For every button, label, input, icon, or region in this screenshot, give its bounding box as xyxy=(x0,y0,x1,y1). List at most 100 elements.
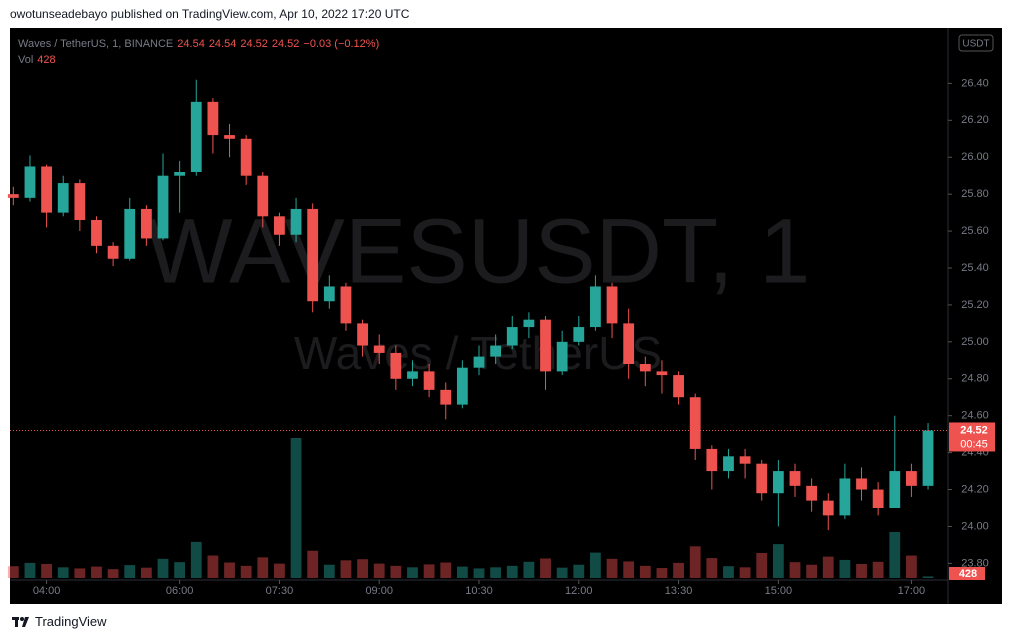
currency-label[interactable]: USDT xyxy=(962,39,989,50)
y-tick-label: 23.80 xyxy=(961,557,989,569)
volume-bar xyxy=(157,558,169,578)
y-tick-label: 26.40 xyxy=(961,77,989,89)
candle-body xyxy=(57,183,69,213)
volume-bar xyxy=(323,564,335,578)
volume-bar xyxy=(7,566,19,578)
x-tick-label: 04:00 xyxy=(33,585,61,597)
candle-body xyxy=(207,101,219,136)
candle-body xyxy=(656,371,668,376)
candle-body xyxy=(606,286,618,324)
candle-body xyxy=(373,345,385,353)
volume-bar xyxy=(772,544,784,578)
candle-body xyxy=(889,471,901,508)
candle-body xyxy=(340,286,352,324)
volume-bar xyxy=(24,562,36,578)
candle-body xyxy=(806,485,818,501)
volume-bar xyxy=(224,562,235,578)
candle-body xyxy=(723,456,734,472)
y-tick-label: 25.20 xyxy=(961,299,989,311)
volume-bar xyxy=(889,531,901,578)
volume-bar xyxy=(274,563,285,578)
volume-bar xyxy=(390,565,402,578)
low: 24.52 xyxy=(240,38,268,50)
volume-bar xyxy=(606,558,618,578)
candle-body xyxy=(623,323,635,364)
volume-bar xyxy=(373,563,385,578)
x-tick-label: 17:00 xyxy=(898,585,926,597)
volume-bar xyxy=(490,567,502,578)
candle-body xyxy=(706,448,718,472)
watermark-symbol: WAVESUSDT, 1 xyxy=(146,200,811,302)
volume-bar xyxy=(922,576,934,578)
close: 24.52 xyxy=(271,38,300,50)
volume-bar xyxy=(257,557,269,578)
candle-body xyxy=(872,489,884,508)
y-tick-label: 26.00 xyxy=(961,151,989,163)
candle-body xyxy=(573,327,585,342)
volume-bar xyxy=(906,555,917,578)
candle-body xyxy=(307,208,319,302)
volume-bar xyxy=(656,568,668,578)
y-tick-label: 25.00 xyxy=(961,336,989,348)
candle-body xyxy=(124,208,136,259)
last-price-box xyxy=(949,422,995,452)
candle-body xyxy=(107,245,119,259)
candle-body xyxy=(673,375,684,398)
candle-body xyxy=(274,216,285,235)
candle-body xyxy=(174,172,186,176)
volume-bar xyxy=(290,438,302,578)
candle-body xyxy=(323,286,335,302)
high: 24.54 xyxy=(208,38,237,50)
candle-body xyxy=(922,430,934,486)
x-tick-label: 06:00 xyxy=(166,585,194,597)
x-tick-label: 10:30 xyxy=(465,585,493,597)
candle-body xyxy=(639,364,651,372)
candle-body xyxy=(390,352,402,379)
candle-body xyxy=(689,397,701,449)
chart-background xyxy=(10,28,1002,604)
volume-bar xyxy=(91,566,102,578)
volume-bar xyxy=(174,562,186,578)
candle-body xyxy=(822,500,834,516)
volume-bar xyxy=(440,562,452,578)
volume-bar xyxy=(456,566,468,578)
volume-bar xyxy=(573,564,585,578)
candle-body xyxy=(739,456,751,464)
y-tick-label: 24.60 xyxy=(961,410,989,422)
legend-row: Vol 428 xyxy=(18,52,379,68)
currency-badge[interactable] xyxy=(958,34,994,52)
volume-box xyxy=(949,567,985,580)
legend-row: Waves / TetherUS, 1, BINANCE 24.54 24.54 24… xyxy=(18,36,379,52)
candle-body xyxy=(407,371,418,379)
candle-body xyxy=(157,175,169,239)
candle-body xyxy=(24,166,36,198)
publish-info: owotunseadebayo published on TradingView… xyxy=(10,7,410,21)
candle-body xyxy=(41,166,52,213)
x-tick-label: 15:00 xyxy=(765,585,793,597)
candle-body xyxy=(440,389,452,405)
candle-body xyxy=(456,367,468,405)
candle-body xyxy=(590,286,601,328)
volume-bar xyxy=(41,564,52,578)
volume-bar xyxy=(723,566,734,578)
volume-bar xyxy=(673,562,684,578)
y-tick-label: 25.60 xyxy=(961,225,989,237)
change: −0.03 (−0.12%) xyxy=(303,38,380,50)
brand: TradingView xyxy=(35,614,107,629)
y-tick-label: 24.20 xyxy=(961,483,989,495)
volume-bar xyxy=(839,559,851,578)
candle-body xyxy=(290,208,302,235)
candle-body xyxy=(91,220,102,246)
candle-body xyxy=(224,135,235,139)
volume-bar xyxy=(689,546,701,578)
volume-bar xyxy=(623,561,635,578)
candle-body xyxy=(7,194,19,198)
volume-bar xyxy=(590,552,601,578)
volume-bar xyxy=(140,567,152,578)
countdown: 00:45 xyxy=(960,438,988,450)
volume-bar xyxy=(756,552,768,578)
volume-bar xyxy=(856,564,867,578)
logo xyxy=(12,616,29,627)
